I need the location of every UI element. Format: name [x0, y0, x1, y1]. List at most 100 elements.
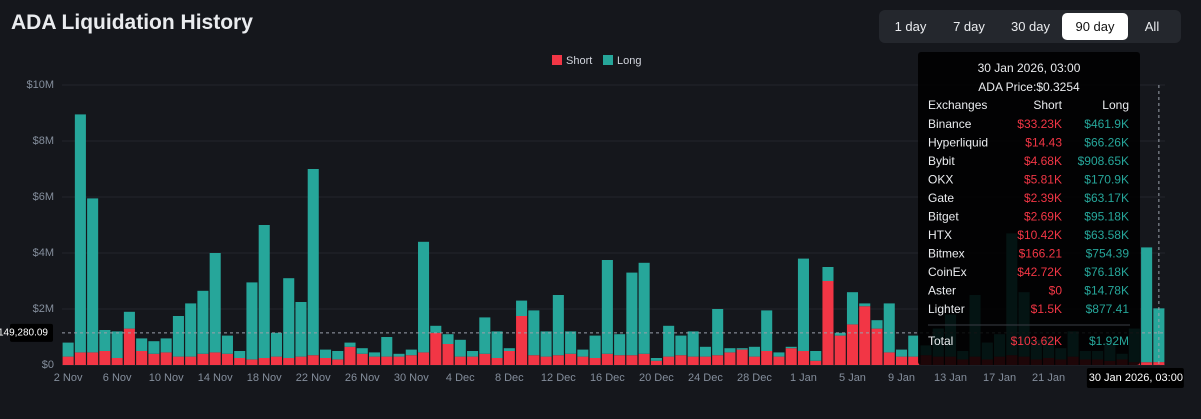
- bar-segment: [638, 353, 650, 365]
- bar-segment: [773, 352, 785, 357]
- y-tick-label: $10M: [26, 79, 54, 91]
- range-button[interactable]: 1 day: [894, 19, 927, 34]
- bar-segment: [467, 356, 479, 365]
- bar-segment: [565, 353, 577, 365]
- y-tick-label: $6M: [33, 191, 54, 203]
- bar-segment: [62, 356, 74, 365]
- bar-segment: [736, 349, 748, 365]
- bar-segment: [503, 348, 515, 351]
- legend-swatch: [603, 55, 613, 65]
- bar-segment: [283, 278, 295, 358]
- x-tick-label: 28 Dec: [737, 372, 772, 384]
- bar-segment: [589, 335, 601, 358]
- tooltip-cell: Hyperliquid: [928, 136, 988, 150]
- tooltip-cell: $33.23K: [1017, 117, 1062, 131]
- bar-segment: [246, 282, 258, 360]
- tooltip-cell: $2.39K: [1024, 191, 1062, 205]
- bar-segment: [859, 306, 871, 365]
- bar-segment: [368, 356, 381, 365]
- bar-segment: [234, 351, 246, 358]
- bar-segment: [356, 348, 368, 354]
- x-tick-label: 8 Dec: [495, 372, 524, 384]
- bar-segment: [74, 352, 86, 365]
- range-button[interactable]: All: [1144, 19, 1160, 34]
- range-selector: 1 day 7 day 30 day 90 day All: [879, 10, 1181, 43]
- tooltip-cell: $2.69K: [1024, 210, 1062, 224]
- bar-segment: [834, 332, 846, 336]
- bar-segment: [111, 358, 123, 365]
- bar-segment: [503, 351, 515, 365]
- tooltip-cell: Aster: [928, 284, 956, 298]
- range-button[interactable]: 30 day: [1010, 19, 1051, 34]
- bar-segment: [430, 325, 442, 333]
- crosshair-x-label: 30 Jan 2026, 03:00: [1089, 372, 1183, 384]
- bar-segment: [123, 311, 135, 329]
- bar-segment: [883, 352, 895, 365]
- bar-segment: [209, 352, 221, 365]
- bar-segment: [307, 355, 319, 365]
- tooltip-price: ADA Price:$0.3254: [978, 80, 1080, 94]
- x-tick-label: 24 Dec: [688, 372, 723, 384]
- bar-segment: [136, 351, 148, 365]
- bar-segment: [663, 325, 675, 357]
- tooltip-cell: $877.41: [1086, 302, 1130, 316]
- x-tick-label: 30 Nov: [394, 372, 429, 384]
- bar-segment: [773, 356, 785, 365]
- bar-segment: [895, 356, 908, 365]
- bar-segment: [74, 114, 86, 353]
- bar-segment: [197, 353, 209, 365]
- bar-segment: [552, 355, 564, 365]
- bar-segment: [540, 331, 552, 357]
- bar-segment: [454, 356, 466, 365]
- bar-segment: [712, 355, 724, 365]
- bar-segment: [270, 356, 282, 365]
- range-button[interactable]: 7 day: [953, 19, 985, 34]
- x-tick-label: 4 Dec: [446, 372, 475, 384]
- bar-segment: [834, 335, 846, 365]
- tooltip-title: 30 Jan 2026, 03:00: [978, 61, 1081, 75]
- bar-segment: [1153, 308, 1165, 363]
- bar-segment: [381, 337, 393, 357]
- bar-segment: [577, 349, 589, 357]
- x-tick-label: 6 Nov: [103, 372, 132, 384]
- bar-segment: [687, 331, 699, 357]
- bar-segment: [663, 356, 675, 365]
- crosshair-y-box: [10, 323, 53, 342]
- x-tick-label: 14 Nov: [198, 372, 233, 384]
- bar-segment: [626, 355, 638, 365]
- tooltip-cell: $166.21: [1019, 247, 1063, 261]
- bar-segment: [418, 352, 430, 365]
- tooltip-header: Exchanges: [928, 98, 987, 112]
- x-tick-label: 12 Dec: [541, 372, 576, 384]
- bar-segment: [736, 348, 748, 350]
- tooltip-cell: $4.68K: [1024, 154, 1062, 168]
- bar-segment: [99, 351, 111, 365]
- range-button[interactable]: 90 day: [1062, 13, 1128, 40]
- bar-segment: [283, 358, 295, 365]
- tooltip-cell: Bitget: [928, 210, 959, 224]
- bar-segment: [491, 358, 503, 365]
- tooltip-cell: $461.9K: [1084, 117, 1129, 131]
- bar-segment: [724, 352, 736, 365]
- bar-segment: [516, 300, 528, 316]
- bar-segment: [319, 358, 332, 365]
- legend-label: Long: [617, 55, 641, 67]
- tooltip-cell: $76.18K: [1084, 265, 1129, 279]
- tooltip: 30 Jan 2026, 03:00 ADA Price:$0.3254 Excha…: [918, 52, 1140, 365]
- bar-segment: [185, 303, 197, 357]
- tooltip-cell: $14.43: [1025, 136, 1062, 150]
- bar-segment: [344, 346, 356, 365]
- bar-segment: [785, 346, 797, 349]
- bar-segment: [846, 324, 859, 365]
- bar-segment: [552, 295, 564, 356]
- bar-segment: [797, 351, 809, 365]
- tooltip-bg: [918, 52, 1140, 365]
- y-tick-label: $2M: [33, 303, 54, 315]
- tooltip-cell: HTX: [928, 228, 952, 242]
- bar-segment: [712, 309, 724, 356]
- bar-segment: [87, 198, 99, 353]
- bar-segment: [528, 310, 540, 356]
- tooltip-total: Total: [928, 334, 953, 348]
- tooltip-cell: OKX: [928, 173, 953, 187]
